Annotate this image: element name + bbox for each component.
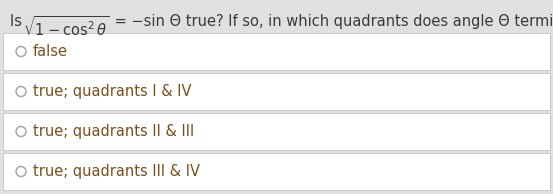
FancyBboxPatch shape — [3, 113, 550, 150]
Text: = −sin Θ true? If so, in which quadrants does angle Θ terminate?: = −sin Θ true? If so, in which quadrants… — [110, 14, 553, 29]
Text: $\sqrt{1-\cos^2\theta}$: $\sqrt{1-\cos^2\theta}$ — [23, 15, 109, 39]
FancyBboxPatch shape — [3, 73, 550, 110]
Text: Is: Is — [10, 14, 27, 29]
Text: true; quadrants II & III: true; quadrants II & III — [33, 124, 194, 139]
Circle shape — [16, 47, 26, 56]
Text: true; quadrants I & IV: true; quadrants I & IV — [33, 84, 191, 99]
FancyBboxPatch shape — [3, 33, 550, 70]
FancyBboxPatch shape — [3, 153, 550, 190]
Circle shape — [16, 87, 26, 96]
Text: false: false — [33, 44, 68, 59]
Circle shape — [16, 126, 26, 137]
Circle shape — [16, 166, 26, 177]
Text: true; quadrants III & IV: true; quadrants III & IV — [33, 164, 200, 179]
